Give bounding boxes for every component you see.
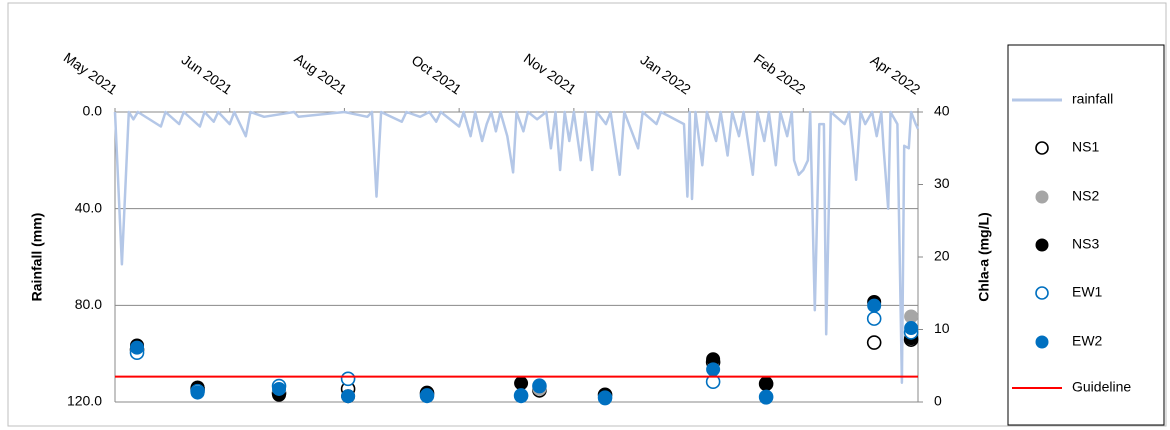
- y-tick-label: 0.0: [83, 103, 103, 119]
- scatter-point: [340, 371, 356, 387]
- scatter-point: [866, 311, 882, 326]
- scatter-point: [866, 335, 882, 350]
- y-tick-label: 80.0: [75, 296, 102, 312]
- y-tick-label: 40.0: [75, 199, 102, 215]
- legend-label: rainfall: [1072, 91, 1113, 107]
- scatter-point: [514, 389, 529, 404]
- legend-swatch: [1035, 141, 1049, 155]
- y-tick-label: 120.0: [67, 393, 102, 409]
- legend-label: NS2: [1072, 188, 1099, 204]
- chart-border: [7, 2, 1167, 427]
- legend-swatch: [1035, 335, 1049, 349]
- legend-box: [1007, 44, 1165, 426]
- scatter-point: [598, 391, 613, 406]
- scatter-point: [706, 362, 721, 377]
- legend-label: Guideline: [1072, 379, 1131, 395]
- y2-axis-label: Chla-a (mg/L): [976, 212, 992, 301]
- legend-label: EW1: [1072, 284, 1103, 300]
- y2-tick-label: 10: [934, 320, 950, 336]
- scatter-point: [532, 378, 547, 393]
- legend-label: EW2: [1072, 333, 1103, 349]
- legend-swatch: [1035, 286, 1049, 300]
- legend-label: NS3: [1072, 236, 1099, 252]
- scatter-point: [759, 390, 774, 405]
- scatter-point: [867, 298, 882, 313]
- scatter-point: [272, 381, 287, 396]
- scatter-point: [130, 340, 145, 355]
- y2-tick-label: 20: [934, 248, 950, 264]
- legend-swatch: [1035, 238, 1049, 252]
- scatter-point: [904, 321, 919, 336]
- y2-tick-label: 0: [934, 393, 942, 409]
- legend-label: NS1: [1072, 139, 1099, 155]
- scatter-point: [420, 389, 435, 404]
- scatter-point: [341, 389, 356, 404]
- rainfall-line: [113, 110, 920, 384]
- y-axis-label: Rainfall (mm): [29, 213, 45, 302]
- legend-swatch: [1035, 190, 1049, 204]
- y2-tick-label: 30: [934, 175, 950, 191]
- y2-tick-label: 40: [934, 103, 950, 119]
- scatter-point: [190, 385, 205, 400]
- scatter-point: [904, 309, 919, 324]
- scatter-point: [759, 376, 774, 391]
- scatter-point: [514, 376, 529, 391]
